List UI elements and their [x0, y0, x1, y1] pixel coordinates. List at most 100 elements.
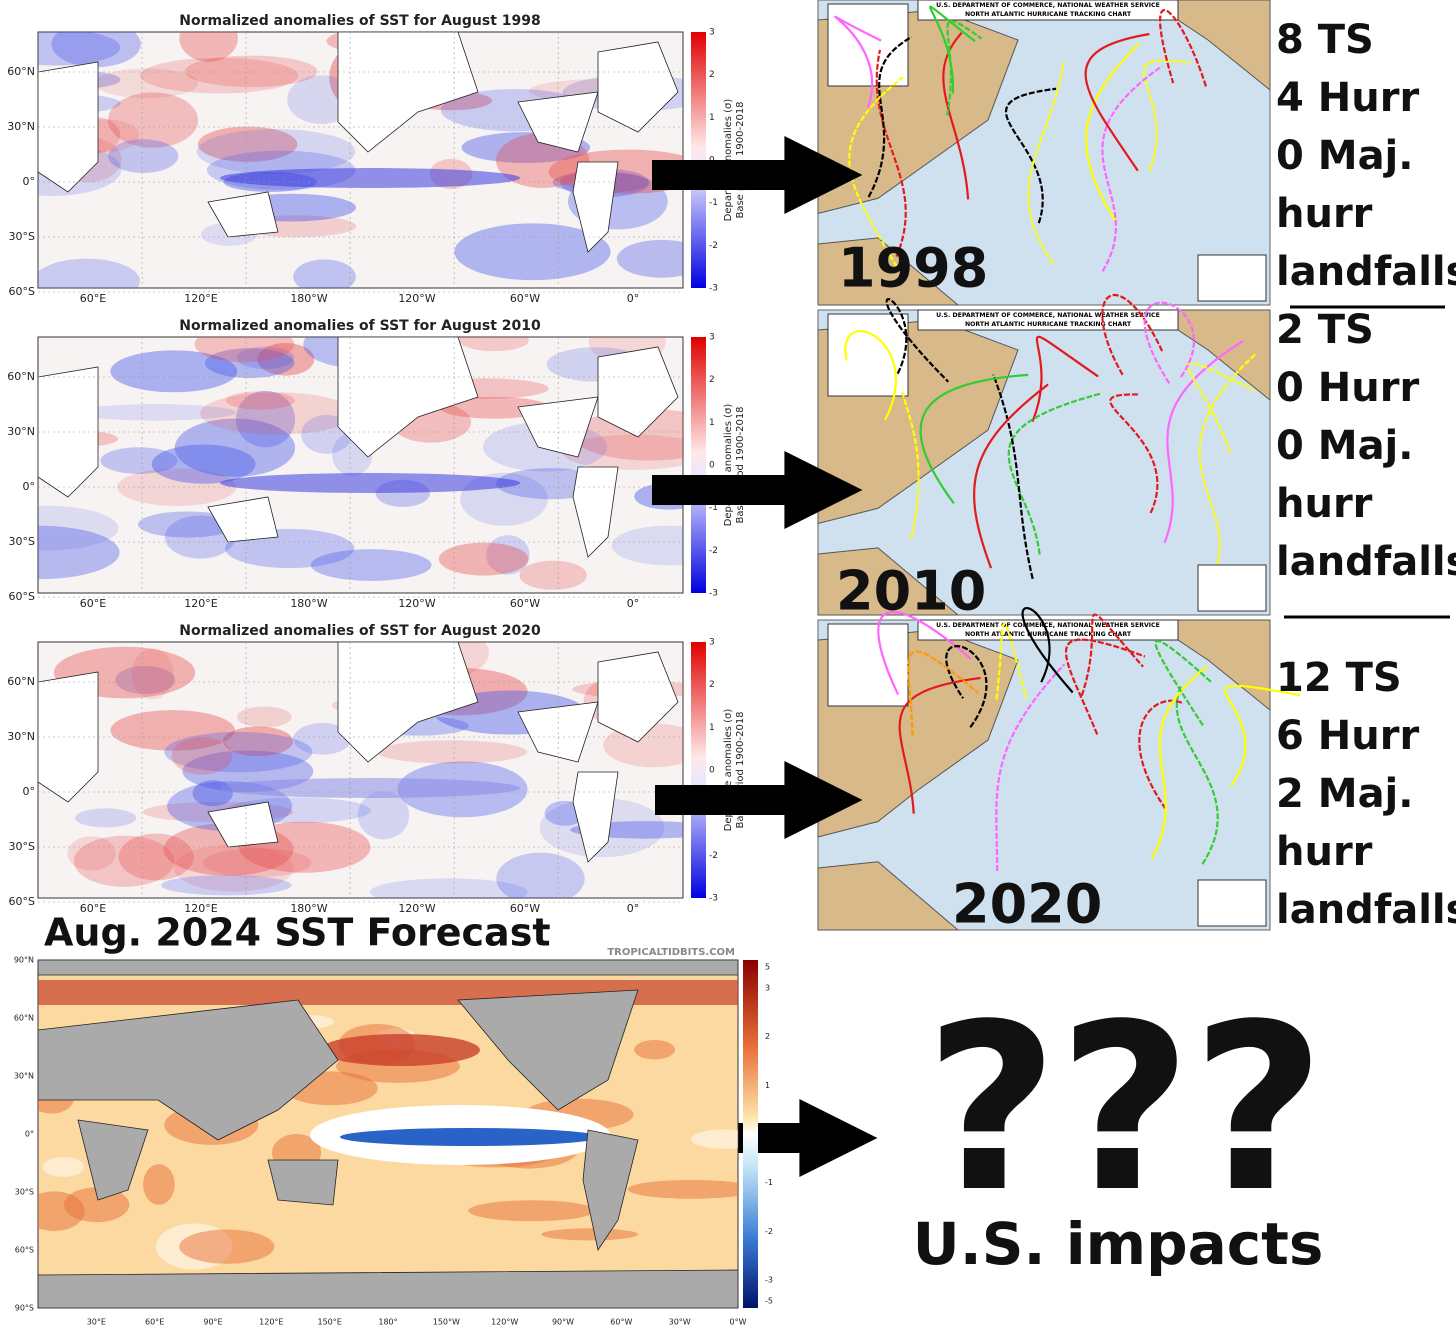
continent [597, 41, 679, 133]
anomaly-blob [468, 1200, 596, 1222]
anomaly-field [38, 642, 683, 898]
lon-label: 150°W [433, 1318, 460, 1327]
anomaly-blob [38, 1191, 85, 1231]
land [817, 861, 960, 931]
storm-track [1186, 362, 1255, 453]
lat-label: 30°S [9, 230, 35, 243]
storm-track [995, 663, 1066, 871]
lat-label: 60°N [7, 65, 35, 78]
storm-track [1101, 293, 1164, 376]
storm-track [1084, 32, 1150, 172]
colorbar-tick: 1 [709, 723, 715, 733]
map-title: Normalized anomalies of SST for August 1… [179, 13, 540, 29]
storm-track [1085, 42, 1140, 224]
colorbar-tick: -2 [709, 546, 718, 556]
anomaly-blob [691, 1129, 738, 1149]
lat-label: 60°S [9, 285, 35, 298]
storm-stat: 0 Maj. [1276, 423, 1413, 469]
lat-label: 90°N [14, 956, 34, 965]
lat-label: 30°N [7, 730, 35, 743]
anomaly-blob [204, 348, 295, 378]
land [267, 1159, 339, 1206]
lon-label: 60°E [80, 902, 106, 915]
storm-track [907, 650, 979, 736]
storm-stat: 6 Hurr [1276, 713, 1419, 759]
chart-header: U.S. DEPARTMENT OF COMMERCE, NATIONAL WE… [936, 2, 1160, 9]
storm-track [995, 622, 1028, 700]
equatorial-band [220, 778, 520, 798]
anomaly-blob [171, 737, 233, 775]
lat-label: 60°S [9, 895, 35, 908]
anomaly-blob [164, 731, 313, 773]
storm-stat: landfalls [1276, 539, 1456, 585]
anomaly-blob [196, 129, 356, 175]
colorbar-tick: 3 [765, 983, 770, 992]
colorbar [691, 642, 706, 898]
lat-label: 60°N [14, 1014, 34, 1023]
lon-label: 120°E [184, 597, 217, 610]
land [457, 989, 639, 1111]
storm-track [1175, 685, 1219, 865]
anomaly-blob [174, 418, 296, 477]
continent [207, 191, 279, 238]
lon-label: 60°W [510, 902, 540, 915]
colorbar-tick: 2 [709, 680, 715, 690]
lat-label: 60°S [9, 590, 35, 603]
continent [337, 337, 479, 458]
anomaly-blob [161, 875, 292, 896]
anomaly-blob [223, 726, 294, 757]
storm-track [898, 676, 981, 814]
anomaly-blob [115, 665, 176, 695]
colorbar-tick: -1 [709, 503, 718, 513]
land [817, 237, 960, 306]
storm-list [827, 623, 909, 707]
storm-track [1163, 340, 1244, 544]
anomaly-blob [611, 525, 683, 566]
forecast-field [38, 960, 738, 1308]
land [582, 1129, 639, 1252]
storm-stat: 2 TS [1276, 307, 1374, 353]
anomaly-blob [519, 560, 587, 590]
storm-track [1143, 301, 1195, 386]
lon-label: 90°W [552, 1318, 574, 1327]
land [77, 1119, 149, 1201]
forecast-title: Aug. 2024 SST Forecast [44, 911, 551, 955]
anomaly-blob [459, 337, 529, 352]
storm-track [1027, 62, 1065, 265]
colorbar-tick: -3 [709, 894, 718, 904]
continent [572, 771, 619, 863]
lat-label: 60°S [15, 1246, 34, 1255]
question-marks: ??? [925, 976, 1325, 1243]
colorbar-tick: 0 [709, 766, 715, 776]
lon-label: 60°W [610, 1318, 632, 1327]
anomaly-blob [376, 740, 528, 764]
colorbar-tick: 2 [709, 375, 715, 385]
lon-label: 30°W [669, 1318, 691, 1327]
anomaly-blob [438, 542, 529, 576]
storm-track [1064, 638, 1146, 735]
colorbar-label: Departure anomalies (σ) [723, 99, 734, 222]
lon-label: 120°E [184, 292, 217, 305]
continent [597, 651, 679, 743]
lon-label: 180°W [290, 902, 327, 915]
colorbar-tick: 5 [765, 962, 770, 971]
lon-label: 180°W [290, 292, 327, 305]
lat-label: 0° [25, 1130, 34, 1139]
anomaly-blob [143, 1164, 175, 1205]
storm-track [992, 374, 1034, 580]
lon-label: 120°W [491, 1318, 518, 1327]
anomaly-blob [236, 706, 292, 728]
anomaly-blob [118, 833, 194, 881]
anomaly-blob [184, 55, 318, 88]
anomaly-blob [95, 68, 199, 99]
anomaly-blob [541, 1228, 638, 1241]
storm-track [834, 15, 882, 109]
anomaly-blob [42, 1156, 85, 1177]
colorbar-label: Base period 1900-2018 [735, 406, 746, 523]
colorbar-tick: 3 [709, 28, 715, 38]
lat-label: 0° [23, 480, 36, 493]
anomaly-blob [108, 139, 179, 173]
anomaly-blob [562, 434, 683, 470]
storm-track [973, 383, 1049, 569]
